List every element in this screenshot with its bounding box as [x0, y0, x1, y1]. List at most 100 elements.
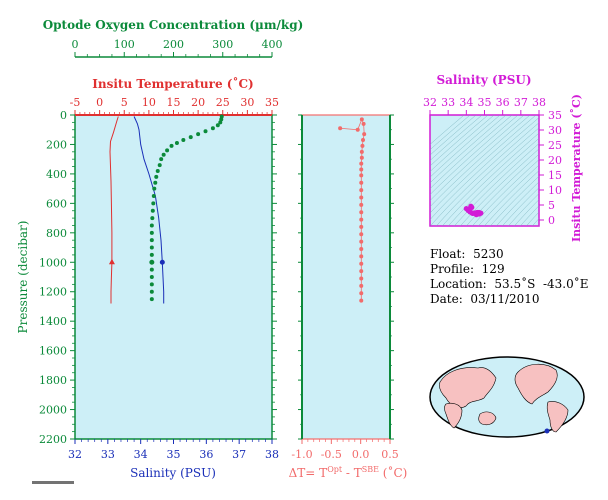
delta-tick-label: -0.5 [321, 448, 342, 461]
ts-yaxis-ticks: 0 5 10 15 20 25 30 35 [539, 109, 562, 227]
oxygen-profile-point [196, 132, 201, 137]
delta-point [359, 117, 364, 122]
oxygen-profile-point [161, 152, 166, 157]
salinity-1000db-marker [159, 259, 165, 265]
ts-points [463, 203, 484, 218]
pressure-tick-label: 1200 [39, 286, 67, 299]
profile-series [108, 114, 224, 304]
oxygen-profile-point [151, 201, 156, 206]
ts-ytick-label: 20 [548, 154, 562, 167]
oxygen-profile-point [149, 275, 154, 279]
profile-value: 129 [481, 262, 505, 276]
delta-point [359, 149, 364, 154]
ts-density-contour [602, 95, 608, 236]
ts-density-contour [448, 138, 539, 226]
ts-xtick-label: 33 [441, 96, 455, 109]
temperature-profile-line [109, 116, 119, 304]
ts-xtick-label: 35 [478, 96, 492, 109]
oxygen-profile-point [149, 238, 154, 243]
float-label: Float: [430, 247, 466, 261]
delta-point [359, 276, 364, 281]
ts-density-contour [430, 117, 539, 220]
delta-point [359, 210, 364, 215]
delta-point [359, 161, 364, 166]
pressure-tick-label: 2200 [39, 433, 67, 446]
delta-point [361, 121, 366, 126]
delta-point [359, 188, 364, 193]
ts-density-contour [490, 175, 539, 226]
ts-density-contour [560, 95, 608, 236]
salinity-axis-ticks: 32 33 34 35 36 37 38 [68, 439, 279, 461]
pressure-tick-label: 2000 [39, 404, 67, 417]
float-info-line: Float: 5230 [430, 247, 588, 262]
map-land-south-america [546, 401, 569, 433]
pressure-tick-label: 800 [46, 227, 67, 240]
date-label: Date: [430, 292, 463, 306]
delta-axis-ticks: -1.0 -0.5 0.0 0.5 [291, 114, 399, 461]
float-value: 5230 [473, 247, 504, 261]
oxygen-profile-point [154, 174, 159, 179]
ts-density-contour [442, 132, 539, 226]
oxygen-profile-point [149, 289, 154, 294]
oxygen-profile-point [159, 157, 164, 162]
delta-point [359, 180, 364, 185]
ts-density-contour [436, 127, 539, 226]
credit-mark [32, 481, 74, 484]
delta-point [359, 269, 364, 274]
pressure-tick-label: 1000 [39, 256, 67, 269]
delta-point [359, 173, 364, 178]
pressure-tick-label: 1800 [39, 374, 67, 387]
oxygen-profile-point [149, 252, 154, 257]
ts-density-contour [526, 211, 539, 226]
ts-ytick-label: 0 [548, 214, 555, 227]
oxygen-profile-point [149, 297, 154, 302]
oxygen-profile-point [188, 135, 193, 140]
oxygen-profile-point [149, 230, 154, 235]
ts-ytick-label: 25 [548, 139, 562, 152]
temperature-tick-label: -5 [70, 96, 81, 109]
delta-point [359, 195, 364, 200]
ts-density-contour [532, 218, 539, 226]
delta-point [338, 126, 343, 131]
map-land-north-america [514, 363, 558, 405]
pressure-axis-ticks: 0 200 400 600 800 1000 1200 1400 1600 1800 2000 220… [39, 109, 277, 446]
temperature-tick-label: 25 [216, 96, 230, 109]
delta-point [355, 127, 360, 132]
oxygen-profile-point [150, 216, 155, 221]
oxygen-profile-point [219, 114, 224, 119]
delta-plot-background [301, 114, 391, 440]
ts-ytick-label: 15 [548, 169, 562, 182]
ts-density-contour [430, 115, 465, 145]
salinity-axis-label: Salinity (PSU) [130, 466, 216, 480]
delta-point [359, 298, 364, 303]
ts-density-contour [520, 205, 539, 226]
delta-point [359, 283, 364, 288]
float-info-block: Float: 5230 Profile: 129 Location: 53.5˚… [430, 247, 588, 307]
profile-plot-background [74, 114, 273, 440]
ts-ytick-label: 35 [548, 109, 562, 122]
oxygen-tick-label: 100 [114, 38, 135, 51]
oxygen-profile-point [157, 163, 162, 168]
temperature-tick-label: 10 [142, 96, 156, 109]
ts-density-contour [496, 181, 539, 226]
delta-point [359, 239, 364, 244]
temperature-tick-label: 30 [240, 96, 254, 109]
ts-density-contour [430, 115, 477, 156]
oxygen-profile-point [165, 148, 170, 153]
ts-ytick-label: 30 [548, 124, 562, 137]
ts-density-contour [484, 170, 539, 226]
oxygen-tick-label: 400 [262, 38, 283, 51]
salinity-tick-label: 32 [68, 448, 82, 461]
oxygen-profile-point [174, 140, 179, 145]
profile-panel: Optode Oxygen Concentration (µm/kg) 0 100… [16, 18, 303, 480]
oxygen-profile-point [210, 126, 215, 131]
ts-xtick-label: 36 [496, 96, 510, 109]
ts-xtick-label: 34 [459, 96, 473, 109]
delta-point [359, 261, 364, 266]
salinity-tick-label: 33 [101, 448, 115, 461]
temperature-tick-label: 35 [265, 96, 279, 109]
delta-point [359, 247, 364, 252]
ts-panel: Salinity (PSU) 32 33 34 35 36 37 38 0 5 10 15 20 25… [423, 73, 608, 242]
ts-ytick-label: 5 [548, 199, 555, 212]
oxygen-profile-point [218, 120, 223, 125]
